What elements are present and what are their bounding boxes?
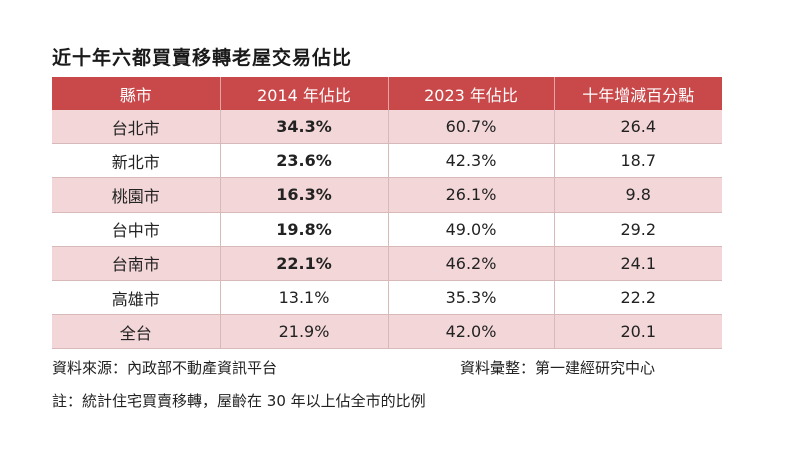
table-row: 台北市 34.3% 60.7% 26.4 [52,110,722,145]
footnote: 註：統計住宅買賣移轉，屋齡在 30 年以上佔全市的比例 [52,392,426,410]
cell-2014-share: 13.1% [220,280,389,316]
cell-county: 新北市 [52,143,221,179]
table-row: 新北市 23.6% 42.3% 18.7 [52,143,722,179]
header-county: 縣市 [52,77,221,110]
table-row: 全台 21.9% 42.0% 20.1 [52,314,722,350]
cell-ten-year-change: 9.8 [554,177,722,213]
header-2014-share: 2014 年佔比 [220,77,389,110]
cell-county: 高雄市 [52,280,221,316]
cell-ten-year-change: 29.2 [554,212,722,247]
cell-2014-share: 23.6% [220,143,389,179]
cell-ten-year-change: 22.2 [554,280,722,316]
table-row: 台南市 22.1% 46.2% 24.1 [52,246,722,281]
header-2023-share: 2023 年佔比 [388,77,555,110]
cell-2014-share: 21.9% [220,314,389,350]
cell-2023-share: 49.0% [388,212,555,247]
cell-2014-share: 16.3% [220,177,389,213]
cell-ten-year-change: 24.1 [554,246,722,281]
cell-county: 台南市 [52,246,221,281]
data-source-note: 資料來源：內政部不動產資訊平台 [52,359,278,377]
cell-2023-share: 42.0% [388,314,555,350]
cell-2014-share: 34.3% [220,110,389,145]
cell-2014-share: 22.1% [220,246,389,281]
header-ten-year-change: 十年增減百分點 [554,77,722,110]
table-row: 台中市 19.8% 49.0% 29.2 [52,212,722,247]
data-table: 縣市 2014 年佔比 2023 年佔比 十年增減百分點 台北市 34.3% 6… [52,77,722,350]
table-header-row: 縣市 2014 年佔比 2023 年佔比 十年增減百分點 [52,77,722,110]
cell-ten-year-change: 20.1 [554,314,722,350]
cell-2023-share: 42.3% [388,143,555,179]
table-row: 桃園市 16.3% 26.1% 9.8 [52,177,722,213]
cell-ten-year-change: 18.7 [554,143,722,179]
cell-ten-year-change: 26.4 [554,110,722,145]
cell-county: 台中市 [52,212,221,247]
cell-2023-share: 35.3% [388,280,555,316]
cell-county: 台北市 [52,110,221,145]
cell-county: 桃園市 [52,177,221,213]
cell-2014-share: 19.8% [220,212,389,247]
cell-2023-share: 26.1% [388,177,555,213]
data-compiled-note: 資料彙整：第一建經研究中心 [460,359,656,377]
table-title: 近十年六都買賣移轉老屋交易佔比 [52,47,353,69]
table-row: 高雄市 13.1% 35.3% 22.2 [52,280,722,316]
cell-county: 全台 [52,314,221,350]
cell-2023-share: 46.2% [388,246,555,281]
cell-2023-share: 60.7% [388,110,555,145]
